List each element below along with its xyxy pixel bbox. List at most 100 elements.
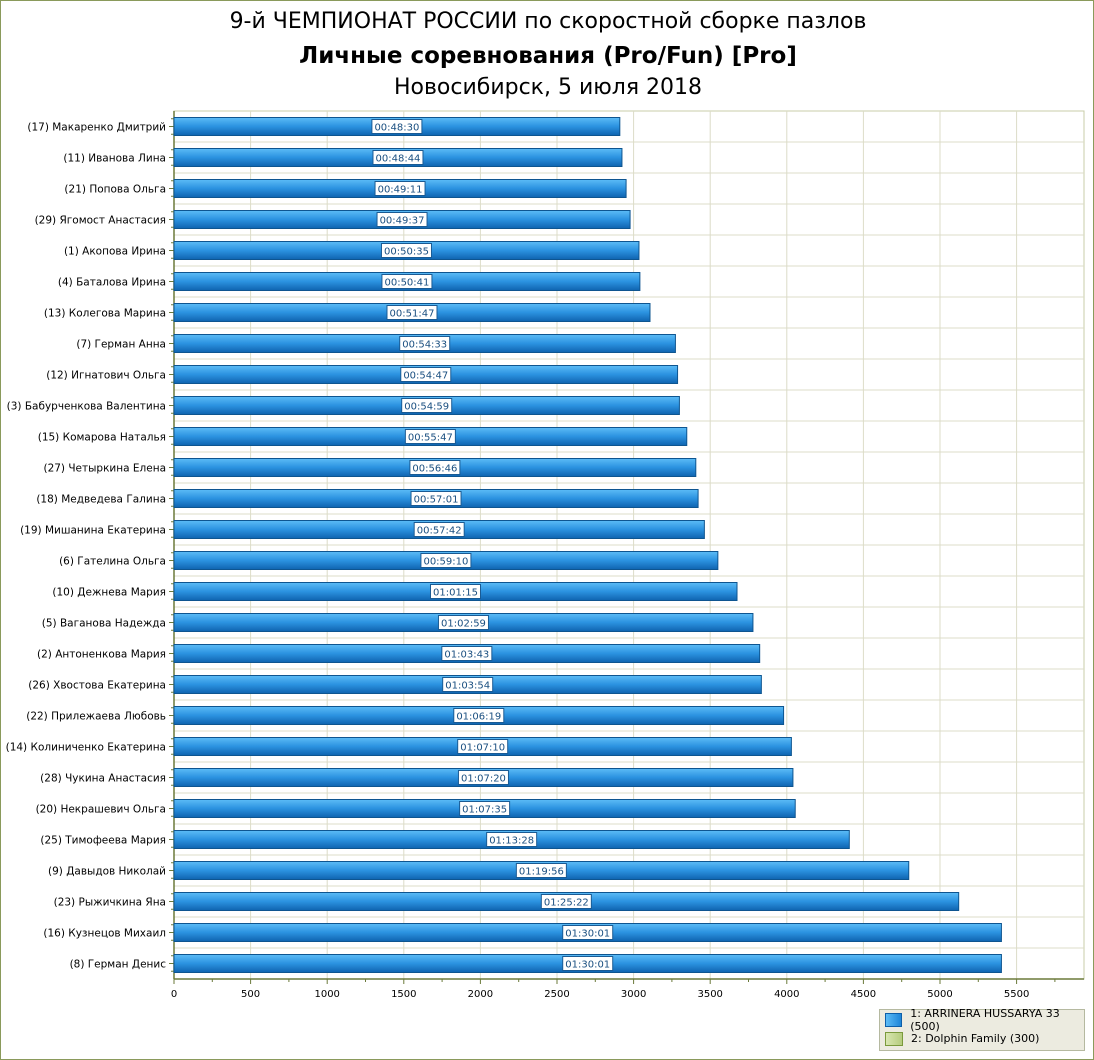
y-tick-label: (28) Чукина Анастасия	[40, 773, 166, 785]
chart-subtitle: Личные соревнования (Pro/Fun) [Pro]	[299, 43, 797, 69]
legend-label: 1: ARRINERA HUSSARYA 33 (500)	[910, 1006, 1060, 1033]
data-label: 01:07:35	[462, 805, 507, 816]
data-label-box	[453, 708, 505, 723]
y-tick-label: (20) Некрашевич Ольга	[36, 804, 166, 816]
data-label-box	[437, 615, 489, 630]
y-tick-label: (29) Ягомост Анастасия	[35, 215, 166, 227]
legend-label: 2: Dolphin Family (300)	[911, 1032, 1040, 1045]
data-label: 01:03:54	[445, 681, 490, 692]
y-tick-label: (11) Иванова Лина	[63, 153, 166, 165]
data-label: 01:07:20	[461, 774, 506, 785]
y-tick-label: (6) Гателина Ольга	[59, 556, 166, 568]
y-tick-label: (7) Герман Анна	[76, 339, 166, 351]
data-label-box	[374, 181, 426, 196]
data-label-box	[430, 584, 482, 599]
data-label-box	[400, 367, 452, 382]
data-label: 01:19:56	[519, 867, 564, 878]
data-label-box	[404, 429, 456, 444]
data-label: 00:50:41	[384, 278, 429, 289]
x-tick-label: 4000	[774, 989, 799, 1000]
data-label-box	[401, 398, 453, 413]
data-label: 00:57:01	[414, 495, 459, 506]
data-label-box	[399, 336, 451, 351]
y-tick-label: (5) Ваганова Надежда	[42, 618, 166, 630]
legend-swatch	[885, 1031, 903, 1046]
data-label-box	[420, 553, 472, 568]
data-label: 01:06:19	[456, 712, 501, 723]
data-label-box	[410, 491, 462, 506]
data-label-box	[372, 150, 424, 165]
x-tick-label: 1000	[314, 989, 339, 1000]
y-tick-label: (8) Герман Денис	[70, 959, 167, 971]
legend-item: 1: ARRINERA HUSSARYA 33 (500)	[880, 1007, 1084, 1033]
data-label-box	[540, 894, 592, 909]
data-label: 01:02:59	[441, 619, 486, 630]
data-label-box	[562, 925, 614, 940]
data-label: 01:30:01	[565, 960, 610, 971]
data-label-box	[459, 801, 511, 816]
data-label-box	[380, 243, 432, 258]
y-tick-label: (18) Медведева Галина	[36, 494, 166, 506]
y-tick-label: (27) Четыркина Елена	[43, 463, 166, 475]
y-tick-label: (4) Баталова Ирина	[58, 277, 166, 289]
data-label-box	[386, 305, 438, 320]
y-tick-label: (17) Макаренко Дмитрий	[27, 122, 166, 134]
data-label: 00:54:59	[404, 402, 449, 413]
x-tick-label: 4500	[851, 989, 876, 1000]
data-label: 01:30:01	[565, 929, 610, 940]
data-label: 00:54:33	[402, 340, 447, 351]
x-tick-label: 5500	[1004, 989, 1029, 1000]
y-tick-label: (3) Бабурченкова Валентина	[7, 401, 166, 413]
x-tick-label: 3500	[697, 989, 722, 1000]
data-label: 01:03:43	[444, 650, 489, 661]
data-label-box	[442, 677, 494, 692]
legend-swatch	[885, 1012, 903, 1027]
y-tick-label: (10) Дежнева Мария	[52, 587, 166, 599]
data-label: 00:49:11	[378, 185, 423, 196]
data-label: 00:49:37	[380, 216, 425, 227]
data-label-box	[413, 522, 465, 537]
data-label: 01:13:28	[489, 836, 534, 847]
x-tick-label: 0	[171, 989, 177, 1000]
data-label: 01:07:10	[460, 743, 505, 754]
y-tick-label: (2) Антоненкова Мария	[37, 649, 166, 661]
data-label: 00:57:42	[417, 526, 462, 537]
x-tick-label: 2500	[544, 989, 569, 1000]
chart-subtitle-location: Новосибирск, 5 июля 2018	[393, 75, 703, 100]
y-tick-label: (12) Игнатович Ольга	[46, 370, 166, 382]
legend: 1: ARRINERA HUSSARYA 33 (500) 2: Dolphin…	[879, 1007, 1085, 1051]
y-tick-label: (21) Попова Ольга	[64, 184, 166, 196]
data-label-box	[562, 956, 614, 971]
y-tick-label: (15) Комарова Наталья	[38, 432, 166, 444]
y-tick-label: (26) Хвостова Екатерина	[28, 680, 166, 692]
data-label: 00:56:46	[412, 464, 457, 475]
y-tick-label: (19) Мишанина Екатерина	[20, 525, 166, 537]
legend-item: 2: Dolphin Family (300)	[880, 1029, 1084, 1048]
x-tick-label: 3000	[621, 989, 646, 1000]
data-label-box	[371, 119, 423, 134]
data-label: 00:50:35	[384, 247, 429, 258]
data-label: 00:54:47	[403, 371, 448, 382]
data-label-box	[381, 274, 433, 289]
data-label: 00:51:47	[390, 309, 435, 320]
chart-title: 9-й ЧЕМПИОНАТ РОССИИ по скоростной сборк…	[229, 9, 867, 34]
data-label-box	[376, 212, 428, 227]
data-label: 00:55:47	[408, 433, 453, 444]
data-label-box	[409, 460, 461, 475]
y-tick-label: (13) Колегова Марина	[44, 308, 166, 320]
y-tick-label: (23) Рыжичкина Яна	[54, 897, 166, 909]
data-label-box	[515, 863, 567, 878]
y-tick-label: (25) Тимофеева Мария	[40, 835, 166, 847]
data-label: 00:59:10	[423, 557, 468, 568]
y-tick-label: (14) Колиниченко Екатерина	[6, 742, 166, 754]
y-tick-label: (1) Акопова Ирина	[64, 246, 166, 258]
data-label: 00:48:44	[376, 154, 421, 165]
data-label-box	[457, 739, 509, 754]
x-tick-label: 500	[241, 989, 260, 1000]
data-label-box	[486, 832, 538, 847]
data-label: 00:48:30	[374, 123, 419, 134]
x-tick-label: 2000	[468, 989, 493, 1000]
data-label: 01:25:22	[544, 898, 589, 909]
